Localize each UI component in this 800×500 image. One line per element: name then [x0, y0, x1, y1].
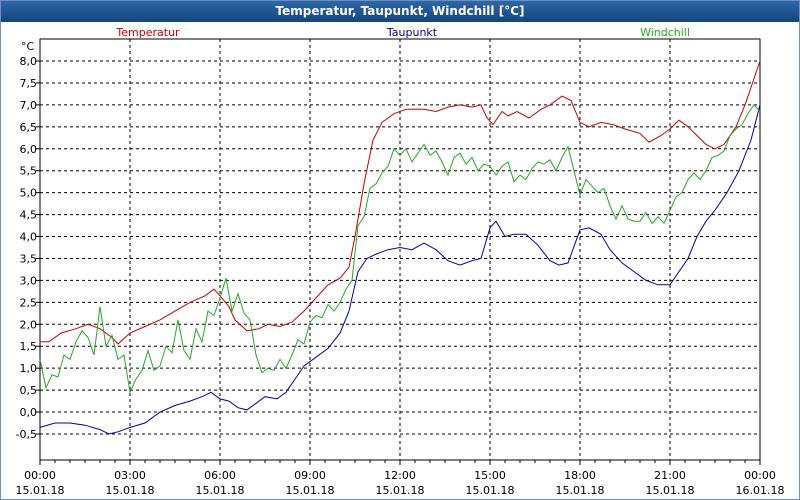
chart-title: Temperatur, Taupunkt, Windchill [°C]	[1, 1, 799, 22]
series-line-temperatur	[40, 60, 761, 345]
x-tick-date: 15.01.18	[646, 484, 695, 497]
y-tick-label: 0,0	[20, 406, 38, 419]
x-tick-time: 00:00	[24, 469, 56, 482]
y-tick-label: 5,5	[20, 165, 38, 178]
y-axis-ticks: 8,0 7,5 7,0 6,5 6,0 5,5 5,0 4,5 4,0 3,5 3,0 2,5 2,0 1…	[16, 55, 40, 441]
y-tick-label: 1,0	[20, 362, 38, 375]
x-tick-time: 21:00	[654, 469, 686, 482]
x-tick-date: 15.01.18	[196, 484, 245, 497]
y-tick-label: 2,0	[20, 318, 38, 331]
y-tick-label: 1,5	[20, 340, 38, 353]
x-tick-date: 15.01.18	[286, 484, 335, 497]
y-tick-label: 3,0	[20, 274, 38, 287]
y-tick-label: -0,5	[16, 428, 37, 441]
x-tick-date: 15.01.18	[556, 484, 605, 497]
x-axis-ticks: 00:00 15.01.18 03:00 15.01.18 06:00 15.01.18 0…	[16, 460, 785, 497]
x-tick-time: 18:00	[564, 469, 596, 482]
x-tick-time: 12:00	[384, 469, 416, 482]
series-line-windchill	[39, 104, 761, 395]
x-tick-date: 16.01.18	[736, 484, 785, 497]
y-tick-label: 6,0	[20, 143, 38, 156]
legend-temperatur: Temperatur	[115, 26, 180, 39]
series-lines	[39, 60, 761, 435]
y-tick-label: 6,5	[20, 121, 38, 134]
legend: Temperatur Taupunkt Windchill	[115, 26, 690, 39]
y-tick-label: 7,0	[20, 99, 38, 112]
x-tick-time: 15:00	[474, 469, 506, 482]
y-tick-label: 8,0	[20, 55, 38, 68]
y-tick-label: 4,0	[20, 231, 38, 244]
y-tick-label: 5,0	[20, 187, 38, 200]
x-tick-date: 15.01.18	[106, 484, 155, 497]
x-tick-time: 09:00	[294, 469, 326, 482]
x-tick-date: 15.01.18	[466, 484, 515, 497]
x-tick-date: 15.01.18	[376, 484, 425, 497]
y-tick-label: 7,5	[20, 77, 38, 90]
y-tick-label: 4,5	[20, 209, 38, 222]
y-axis-unit: °C	[21, 40, 35, 53]
x-tick-time: 00:00	[744, 469, 776, 482]
x-tick-time: 06:00	[204, 469, 236, 482]
y-tick-label: 2,5	[20, 296, 38, 309]
series-line-taupunkt	[39, 104, 761, 435]
x-tick-date: 15.01.18	[16, 484, 65, 497]
y-tick-label: 0,5	[20, 384, 38, 397]
grid	[40, 39, 760, 460]
y-tick-label: 3,5	[20, 252, 38, 265]
x-tick-time: 03:00	[114, 469, 146, 482]
legend-windchill: Windchill	[640, 26, 690, 39]
legend-taupunkt: Taupunkt	[386, 26, 438, 39]
